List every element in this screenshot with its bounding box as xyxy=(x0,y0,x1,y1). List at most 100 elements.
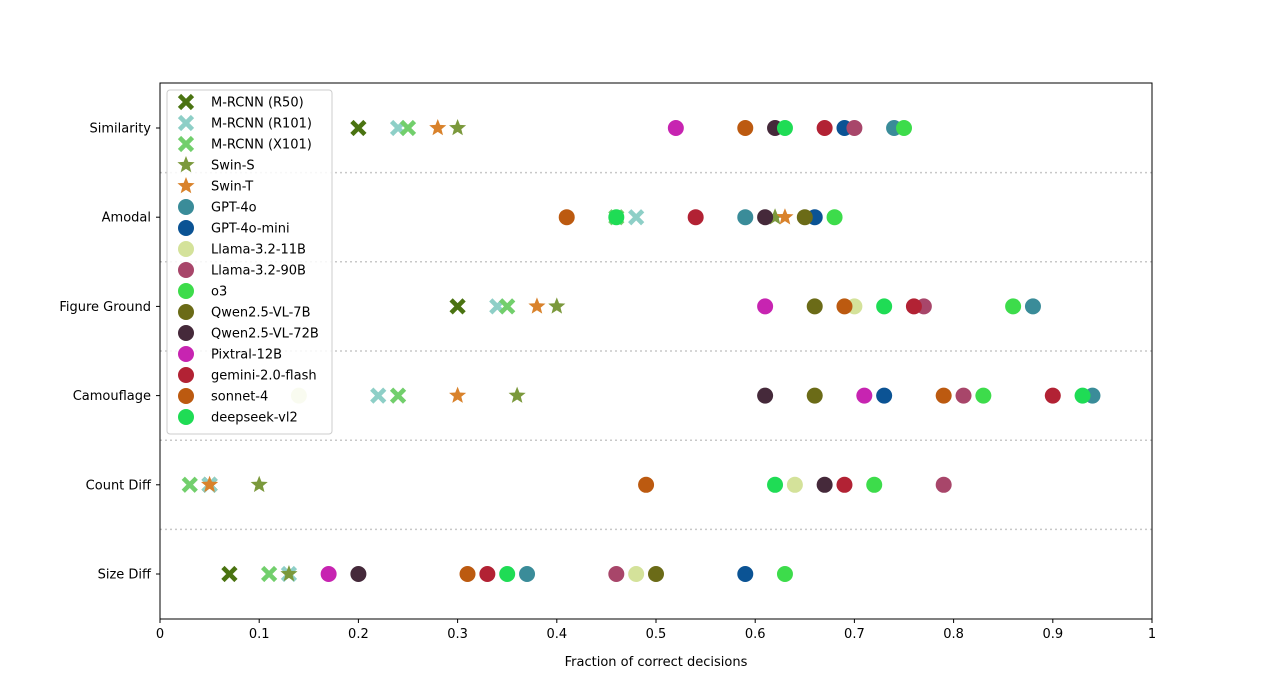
legend-marker-sonnet-4 xyxy=(178,388,194,404)
legend-marker-gpt-4o xyxy=(178,199,194,215)
data-point-pixtral-12b-figure-ground xyxy=(757,298,774,315)
legend-marker-gpt-4o-mini xyxy=(178,220,194,236)
data-point-gpt-4o-mini-camouflage xyxy=(876,387,893,404)
x-tick-label: 0.9 xyxy=(1042,627,1063,642)
data-point-m-rcnn-r50-similarity xyxy=(350,119,367,137)
data-point-deepseek-vl2-camouflage xyxy=(1074,387,1091,404)
legend-label-gpt-4o: GPT-4o xyxy=(211,201,257,216)
x-tick-label: 0.2 xyxy=(348,627,369,642)
data-point-m-rcnn-x101-figure-ground xyxy=(499,298,516,315)
data-point-gemini-2-0-flash-similarity xyxy=(816,120,833,136)
x-tick-label: 0.5 xyxy=(646,627,667,642)
legend-marker-llama-3-2-90b xyxy=(178,262,194,278)
x-tick-label: 0.7 xyxy=(844,627,865,642)
data-point-sonnet-4-size-diff xyxy=(459,566,476,582)
x-tick-label: 0.6 xyxy=(745,627,766,642)
data-point-gemini-2-0-flash-figure-ground xyxy=(905,298,922,315)
data-point-qwen2-5-vl-72b-amodal xyxy=(757,209,774,226)
x-tick-label: 0.1 xyxy=(249,627,270,642)
data-point-pixtral-12b-similarity xyxy=(667,120,684,136)
data-point-m-rcnn-x101-similarity xyxy=(399,119,417,137)
legend-label-o3: o3 xyxy=(211,285,227,300)
legend-box xyxy=(166,89,333,435)
y-tick-label: Size Diff xyxy=(98,568,152,583)
series-deepseek-vl2 xyxy=(499,120,1091,582)
data-point-swin-t-amodal xyxy=(776,208,794,225)
legend-label-deepseek-vl2: deepseek-vl2 xyxy=(211,411,298,426)
data-point-m-rcnn-r101-camouflage xyxy=(370,387,387,404)
data-point-swin-s-similarity xyxy=(449,119,467,136)
series-pixtral-12b xyxy=(320,120,873,582)
series-llama-3-2-90b xyxy=(608,120,972,582)
legend-label-pixtral-12b: Pixtral-12B xyxy=(211,348,282,363)
data-point-o3-amodal xyxy=(826,209,843,226)
data-point-gemini-2-0-flash-count-diff xyxy=(836,476,853,493)
data-point-deepseek-vl2-similarity xyxy=(776,120,793,136)
data-point-qwen2-5-vl-72b-camouflage xyxy=(757,387,774,404)
series-gemini-2-0-flash xyxy=(479,120,1061,582)
data-point-llama-3-2-90b-similarity xyxy=(846,120,863,136)
data-point-llama-3-2-11b-size-diff xyxy=(628,566,645,582)
data-point-pixtral-12b-size-diff xyxy=(320,566,337,582)
data-point-o3-similarity xyxy=(896,120,912,136)
y-tick-label: Amodal xyxy=(102,211,151,226)
y-tick-label: Camouflage xyxy=(73,389,151,404)
legend-marker-deepseek-vl2 xyxy=(178,409,194,425)
legend-label-m-rcnn-r50: M-RCNN (R50) xyxy=(211,96,304,111)
data-point-sonnet-4-camouflage xyxy=(935,387,952,404)
y-tick-label: Count Diff xyxy=(86,478,152,493)
data-point-qwen2-5-vl-72b-count-diff xyxy=(816,476,833,493)
legend-marker-llama-3-2-11b xyxy=(178,241,194,257)
data-point-gpt-4o-amodal xyxy=(737,209,754,226)
x-tick-label: 1 xyxy=(1148,627,1156,642)
data-point-m-rcnn-r50-size-diff xyxy=(221,565,238,583)
legend: M-RCNN (R50) M-RCNN (R101) M-RCNN (X101) Sw… xyxy=(166,89,333,435)
data-point-qwen2-5-vl-7b-camouflage xyxy=(806,387,823,404)
legend-marker-qwen2-5-vl-7b xyxy=(178,304,194,320)
series-sonnet-4 xyxy=(459,120,952,582)
legend-marker-swin-t xyxy=(177,177,195,194)
data-point-o3-camouflage xyxy=(975,387,992,404)
data-point-qwen2-5-vl-72b-size-diff xyxy=(350,566,367,582)
data-point-llama-3-2-90b-count-diff xyxy=(935,476,952,493)
legend-label-m-rcnn-r101: M-RCNN (R101) xyxy=(211,117,312,132)
legend-label-qwen2-5-vl-7b: Qwen2.5-VL-7B xyxy=(211,306,311,321)
legend-marker-m-rcnn-r50 xyxy=(177,93,195,111)
data-point-swin-t-count-diff xyxy=(201,475,219,493)
data-point-swin-s-camouflage xyxy=(508,386,526,403)
data-point-m-rcnn-x101-camouflage xyxy=(389,387,407,404)
x-tick-label: 0.4 xyxy=(546,627,567,642)
data-point-gpt-4o-figure-ground xyxy=(1024,298,1041,315)
legend-label-gpt-4o-mini: GPT-4o-mini xyxy=(211,222,290,237)
data-point-m-rcnn-x101-size-diff xyxy=(260,565,278,583)
data-point-deepseek-vl2-amodal xyxy=(608,209,625,226)
data-point-gpt-4o-mini-size-diff xyxy=(737,566,754,582)
legend-label-swin-t: Swin-T xyxy=(211,180,253,195)
y-tick-label: Figure Ground xyxy=(59,300,151,315)
legend-marker-swin-s xyxy=(177,156,195,173)
series-swin-s xyxy=(250,119,784,582)
x-axis-ticks: 0 0.1 0.2 0.3 0.4 0.5 0.6 0.7 0.8 0.9 1 xyxy=(156,619,1156,642)
series-swin-t xyxy=(201,119,794,493)
data-point-gemini-2-0-flash-camouflage xyxy=(1044,387,1061,404)
data-point-swin-s-figure-ground xyxy=(548,297,566,314)
data-point-sonnet-4-similarity xyxy=(737,120,754,136)
data-point-swin-t-camouflage xyxy=(449,386,467,403)
legend-label-gemini-2-0-flash: gemini-2.0-flash xyxy=(211,369,317,384)
legend-marker-m-rcnn-r101 xyxy=(177,114,195,132)
data-point-o3-count-diff xyxy=(866,476,883,493)
data-point-sonnet-4-count-diff xyxy=(638,476,655,493)
data-point-m-rcnn-r101-amodal xyxy=(628,209,645,226)
data-point-llama-3-2-90b-camouflage xyxy=(955,387,972,404)
legend-marker-o3 xyxy=(178,283,194,299)
data-point-m-rcnn-r50-figure-ground xyxy=(449,298,466,315)
series-o3 xyxy=(776,120,1022,582)
data-points xyxy=(181,119,1101,583)
legend-label-swin-s: Swin-S xyxy=(211,159,255,174)
data-point-llama-3-2-90b-size-diff xyxy=(608,566,625,582)
data-point-sonnet-4-amodal xyxy=(558,209,575,226)
legend-marker-pixtral-12b xyxy=(178,346,194,362)
data-point-swin-t-figure-ground xyxy=(528,297,546,314)
y-axis-ticks: Similarity Amodal Figure Ground Camouflage C… xyxy=(59,122,160,583)
